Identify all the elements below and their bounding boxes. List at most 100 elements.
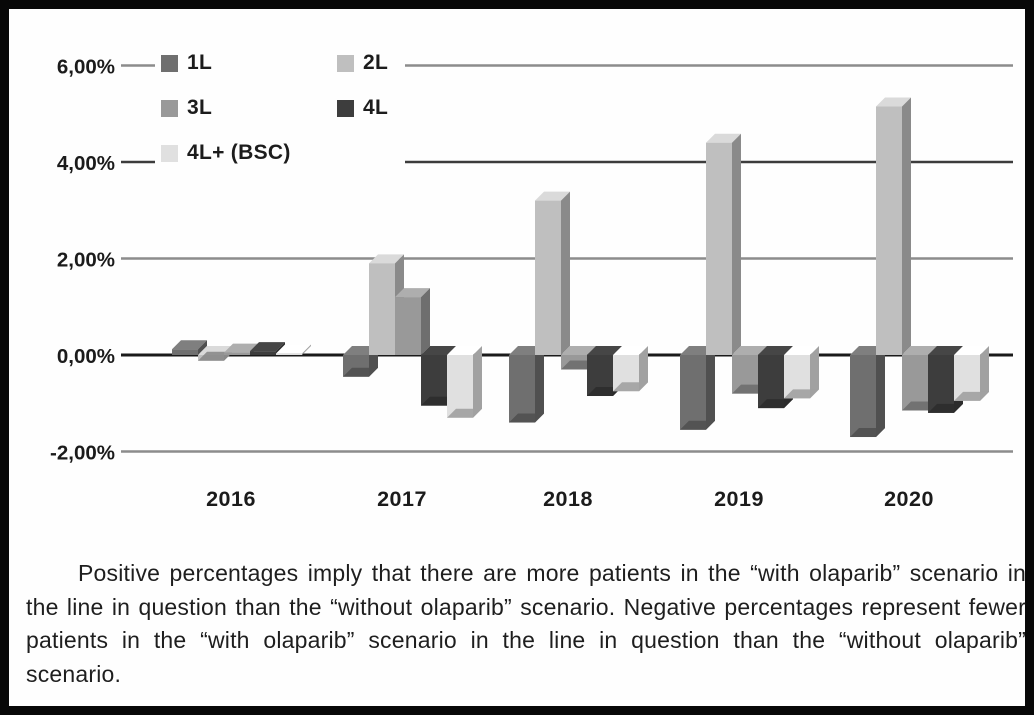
bar-top-face <box>758 346 793 355</box>
x-axis-label-2020: 2020 <box>884 487 934 511</box>
bar-2018-4L+ (BSC) <box>613 346 648 392</box>
bar-front-face <box>509 355 535 423</box>
x-axis-label-2016: 2016 <box>206 487 256 511</box>
legend-label: 2L <box>363 51 389 74</box>
legend-item-4l-bsc: 4L+ (BSC) <box>161 139 337 167</box>
bar-side-face <box>302 344 311 355</box>
bar-top-face <box>784 346 819 355</box>
y-axis-tick-label: 0,00% <box>57 345 115 368</box>
bar-front-face <box>876 106 902 355</box>
bar-top-face <box>447 346 482 355</box>
bar-2020-4L+ (BSC) <box>954 346 989 401</box>
bar-top-face <box>954 346 989 355</box>
bar-2016-1L <box>172 340 207 355</box>
legend-label: 4L+ (BSC) <box>187 141 291 164</box>
bar-2019-1L <box>680 346 715 430</box>
bar-top-face <box>561 346 596 355</box>
bar-top-face <box>224 343 259 353</box>
bar-side-face <box>876 346 885 438</box>
legend-label: 4L <box>363 96 389 119</box>
bar-top-face <box>706 133 741 143</box>
bar-side-face <box>706 346 715 430</box>
bar-2020-1L <box>850 346 885 438</box>
legend-item-3l: 3L <box>161 94 337 122</box>
bar-2019-4L+ (BSC) <box>784 346 819 399</box>
bar-front-face <box>172 349 198 355</box>
bar-side-face <box>980 346 989 401</box>
bar-bottom-face <box>447 408 482 418</box>
bar-front-face <box>250 351 276 355</box>
chart-area: 6,00% 4,00% 2,00% 0,00% -2,00% 2016 2017 2018 20… <box>9 9 1034 554</box>
bar-front-face <box>447 355 473 418</box>
legend-item-2l: 2L <box>337 49 405 77</box>
bar-side-face <box>421 288 430 355</box>
bar-2016-4L+ (BSC) <box>276 344 311 355</box>
bar-bottom-face <box>928 403 963 413</box>
bar-top-face <box>369 254 404 264</box>
bar-front-face <box>706 142 732 355</box>
bar-top-face <box>395 288 430 298</box>
legend-item-1l: 1L <box>161 49 337 77</box>
bar-side-face <box>639 346 648 392</box>
legend-swatch-icon <box>337 54 354 72</box>
legend-label: 1L <box>187 51 213 74</box>
x-axis-label-2019: 2019 <box>714 487 764 511</box>
y-axis-tick-labels: 6,00% 4,00% 2,00% 0,00% -2,00% <box>50 56 115 465</box>
bar-front-face <box>928 355 954 413</box>
bar-top-face <box>613 346 648 355</box>
bar-2017-4L+ (BSC) <box>447 346 482 418</box>
legend-swatch-icon <box>337 99 354 117</box>
bar-side-face <box>198 340 207 355</box>
bar-top-face <box>535 191 570 201</box>
bar-top-face <box>276 344 311 354</box>
bar-bottom-face <box>509 413 544 423</box>
bar-2019-2L <box>706 133 741 355</box>
bar-top-face <box>587 346 622 355</box>
bar-2020-2L <box>876 97 911 355</box>
bar-2018-1L <box>509 346 544 423</box>
y-axis-tick-label: 4,00% <box>57 152 115 175</box>
bar-front-face <box>276 353 302 355</box>
bar-side-face <box>561 191 570 355</box>
bar-2017-3L <box>395 288 430 355</box>
x-axis-label-2017: 2017 <box>377 487 427 511</box>
y-axis-tick-label: -2,00% <box>50 442 115 465</box>
bar-2018-2L <box>535 191 570 355</box>
bar-top-face <box>250 342 285 352</box>
bar-side-face <box>473 346 482 418</box>
bar-top-face <box>928 346 963 355</box>
y-axis-tick-label: 2,00% <box>57 249 115 272</box>
bar-front-face <box>535 200 561 355</box>
x-axis-labels: 2016 2017 2018 2019 2020 <box>206 487 934 511</box>
bar-side-face <box>902 97 911 355</box>
bar-top-face <box>902 346 937 355</box>
chart-legend: 1L 2L 3L 4L 4L+ (BSC) <box>155 39 405 173</box>
legend-swatch-icon <box>161 144 178 162</box>
bars <box>172 97 989 438</box>
y-axis-tick-label: 6,00% <box>57 56 115 79</box>
bar-top-face <box>421 346 456 355</box>
caption: Positive percentages imply that there ar… <box>26 560 1026 687</box>
bar-bottom-face <box>680 420 715 430</box>
bar-bottom-face <box>954 391 989 401</box>
bar-bottom-face <box>343 367 378 377</box>
bar-front-face <box>680 355 706 430</box>
legend-item-4l: 4L <box>337 94 405 122</box>
legend-swatch-icon <box>161 54 178 72</box>
bar-side-face <box>810 346 819 399</box>
x-axis-label-2018: 2018 <box>543 487 593 511</box>
bar-bottom-face <box>613 382 648 392</box>
legend-swatch-icon <box>161 99 178 117</box>
bar-bottom-face <box>850 428 885 438</box>
bar-side-face <box>732 133 741 355</box>
bar-front-face <box>902 355 928 411</box>
bar-front-face <box>395 297 421 355</box>
bar-top-face <box>172 340 207 350</box>
bar-bottom-face <box>784 389 819 399</box>
bar-top-face <box>732 346 767 355</box>
bar-bottom-face <box>758 399 793 409</box>
bar-top-face <box>876 97 911 107</box>
legend-label: 3L <box>187 96 213 119</box>
bar-chart: 6,00%4,00%2,00%0,00%-2,00%2016 2017 2018 20… <box>50 56 1013 511</box>
